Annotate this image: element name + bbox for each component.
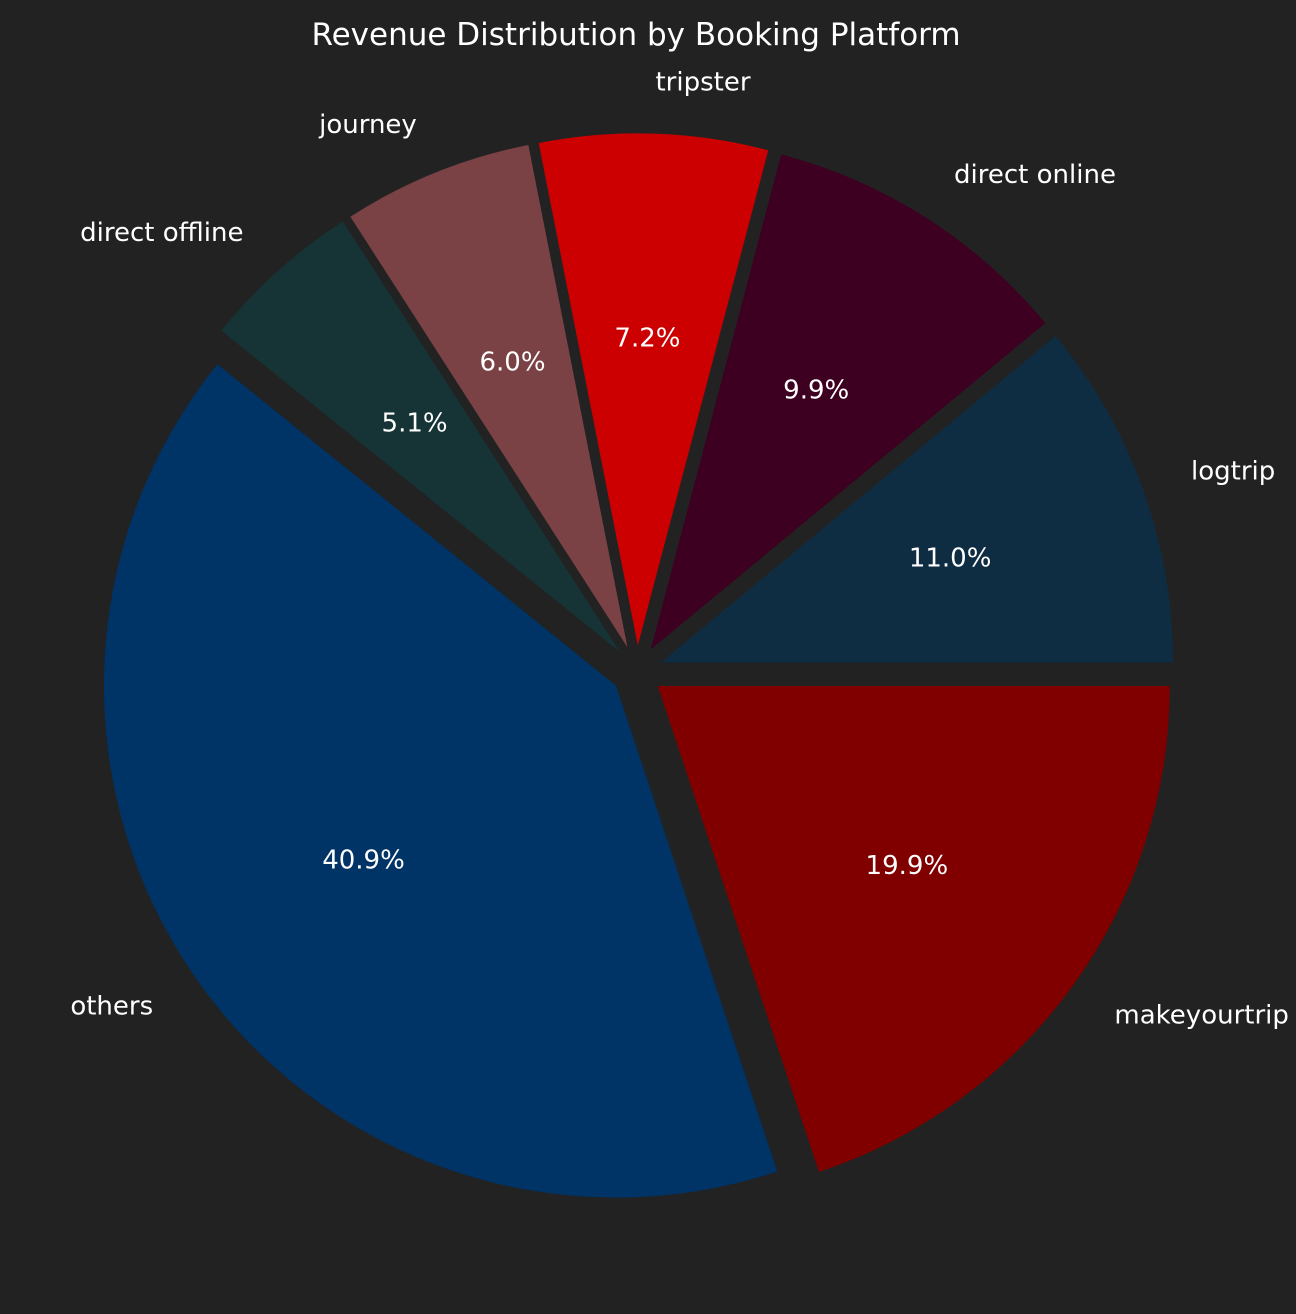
pie-slice-direct-offline [221, 221, 620, 652]
pie-slice-others [103, 364, 778, 1198]
pct-label-direct-offline: 5.1% [382, 408, 448, 438]
slice-label-direct-online: direct online [954, 160, 1116, 190]
pie-slice-direct-online [650, 154, 1046, 650]
pie-slice-tripster [538, 133, 769, 646]
pie-slice-logtrip [661, 335, 1174, 663]
pct-label-makeyourtrip: 19.9% [866, 851, 949, 881]
pct-label-tripster: 7.2% [614, 323, 680, 353]
pie-slice-journey [350, 144, 628, 648]
slice-label-journey: journey [318, 110, 417, 140]
slice-label-tripster: tripster [655, 67, 750, 97]
chart-title: Revenue Distribution by Booking Platform [311, 17, 960, 53]
pct-label-journey: 6.0% [480, 347, 546, 377]
slice-label-others: others [70, 992, 153, 1022]
slice-label-makeyourtrip: makeyourtrip [1114, 1001, 1288, 1031]
slice-label-direct-offline: direct offline [80, 218, 243, 248]
pct-label-logtrip: 11.0% [909, 543, 992, 573]
slice-label-logtrip: logtrip [1191, 457, 1275, 487]
pct-label-direct-online: 9.9% [783, 376, 849, 406]
pie-slice-makeyourtrip [657, 685, 1170, 1172]
pct-label-others: 40.9% [322, 846, 405, 876]
